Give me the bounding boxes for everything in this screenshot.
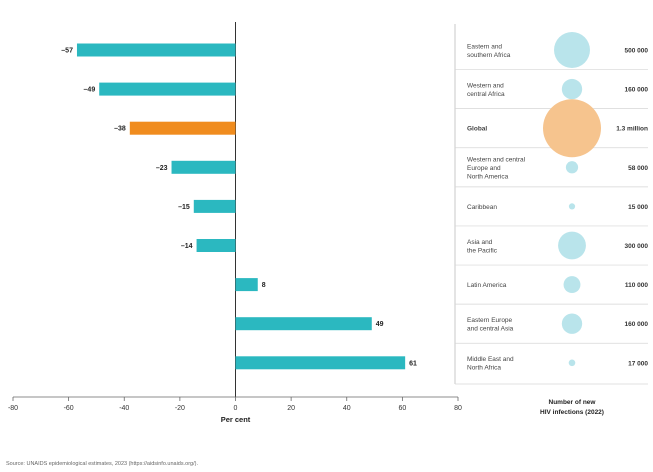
bar-value-label: 8 [262, 282, 266, 289]
bubble-value-label: 160 000 [625, 321, 649, 328]
region-label: Asia and [467, 239, 493, 246]
bar-value-label: –15 [178, 204, 190, 211]
region-label: North America [467, 173, 509, 180]
region-label: Western and [467, 82, 504, 89]
x-tick-label: 40 [343, 405, 351, 412]
x-tick-label: -60 [64, 405, 74, 412]
panel-title-line1: Number of new [549, 399, 597, 406]
bar-5 [196, 239, 236, 252]
region-label: Eastern and [467, 43, 502, 50]
bar-value-label: –23 [156, 165, 168, 172]
region-label: central Africa [467, 91, 505, 98]
region-label: and central Asia [467, 325, 514, 332]
bubble-4 [568, 203, 576, 210]
x-tick-label: 0 [234, 405, 238, 412]
bubble-7 [561, 313, 583, 334]
panel-title-line2: HIV infections (2022) [540, 409, 604, 416]
source-note: Source: UNAIDS epidemiological estimates… [6, 461, 198, 467]
bar-2 [129, 121, 236, 135]
region-label: Caribbean [467, 204, 497, 211]
bubble-6 [563, 276, 581, 294]
bubble-value-label: 500 000 [625, 48, 649, 55]
bar-value-label: –49 [84, 87, 96, 94]
region-label: southern Africa [467, 52, 511, 59]
x-tick-label: 20 [287, 405, 295, 412]
bubble-value-label: 110 000 [625, 282, 649, 289]
region-label: Global [467, 126, 487, 133]
x-tick-label: -80 [8, 405, 18, 412]
bubble-value-label: 58 000 [628, 165, 648, 172]
bar-3 [171, 160, 236, 174]
x-tick-label: 80 [454, 405, 462, 412]
bubble-1 [561, 78, 583, 100]
bar-6 [235, 278, 258, 292]
region-label: Western and central [467, 156, 526, 163]
region-label: Latin America [467, 282, 507, 289]
bar-0 [76, 43, 236, 57]
bar-value-label: –14 [181, 243, 193, 250]
region-label: Europe and [467, 165, 501, 172]
bubble-value-label: 160 000 [625, 87, 649, 94]
bubble-2 [543, 99, 601, 158]
bar-value-label: 49 [376, 321, 384, 328]
bar-value-label: 61 [409, 360, 417, 367]
region-label: Eastern Europe [467, 317, 513, 324]
x-tick-label: -40 [119, 405, 129, 412]
region-label: the Pacific [467, 247, 498, 254]
bubble-0 [554, 32, 590, 68]
bubble-5 [558, 231, 586, 260]
region-label: North Africa [467, 365, 501, 372]
bubble-3 [565, 161, 579, 174]
bubble-8 [568, 359, 576, 367]
bar-7 [235, 317, 372, 331]
x-tick-label: 60 [398, 405, 406, 412]
bar-1 [99, 82, 236, 96]
bar-4 [193, 199, 236, 213]
bar-8 [235, 356, 406, 370]
bubble-value-label: 15 000 [628, 204, 648, 211]
bubble-value-label: 1.3 million [616, 126, 648, 133]
region-label: Middle East and [467, 356, 514, 363]
bar-value-label: –57 [61, 48, 73, 55]
x-axis-title: Per cent [221, 415, 251, 424]
bubble-value-label: 17 000 [628, 360, 648, 367]
bubble-value-label: 300 000 [625, 243, 649, 250]
bar-value-label: –38 [114, 126, 126, 133]
x-tick-label: -20 [175, 405, 185, 412]
